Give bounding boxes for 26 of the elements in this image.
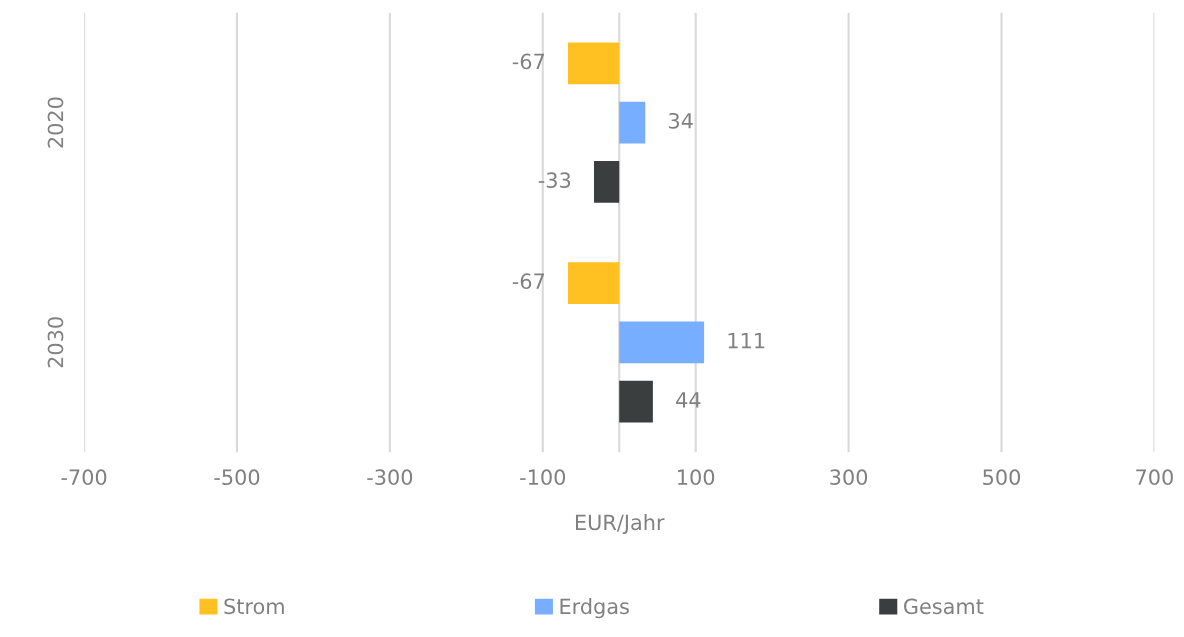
legend-label: Erdgas — [560, 598, 629, 619]
x-tick-label: 700 — [1136, 469, 1173, 486]
x-tick-label: -700 — [61, 469, 107, 486]
x-tick-label: -100 — [520, 469, 566, 486]
data-label: -33 — [538, 172, 571, 188]
bar — [619, 380, 653, 423]
bar — [594, 161, 620, 203]
data-label: -67 — [512, 53, 545, 70]
data-label: 44 — [676, 392, 701, 408]
y-tick-label: 2030 — [47, 317, 64, 368]
data-label: 111 — [728, 332, 765, 349]
data-label: -67 — [512, 273, 545, 290]
legend-label: Strom — [224, 598, 284, 615]
bar — [619, 321, 705, 364]
x-tick-label: -300 — [367, 469, 413, 486]
x-tick-label: 500 — [983, 469, 1020, 486]
data-label: 34 — [669, 112, 693, 129]
x-tick-label: 100 — [678, 469, 715, 486]
bar — [619, 101, 646, 144]
x-tick-label: 300 — [830, 469, 868, 486]
x-axis-title: EUR/Jahr — [575, 514, 665, 535]
x-tick-label: -500 — [214, 469, 260, 486]
y-tick-label: 2020 — [47, 97, 64, 148]
bar — [568, 262, 620, 304]
legend-label: Gesamt — [904, 598, 984, 615]
bar — [568, 42, 620, 85]
